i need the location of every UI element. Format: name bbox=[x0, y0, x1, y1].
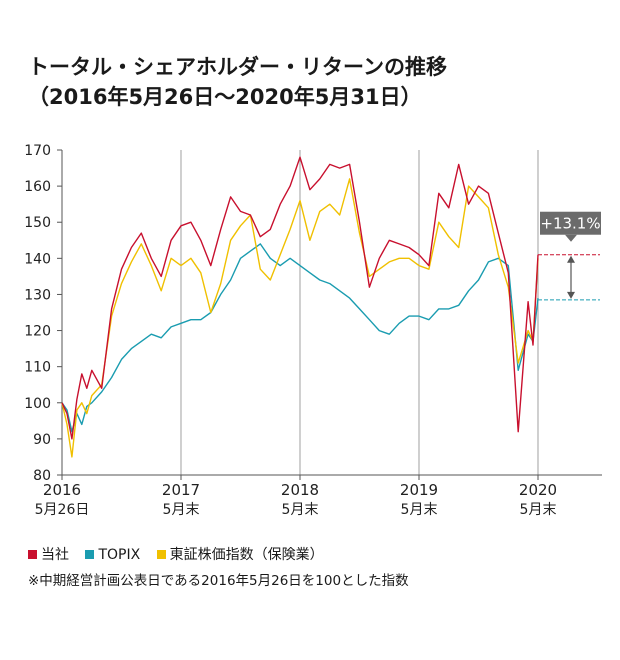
x-tick-year-label: 2017 bbox=[162, 481, 200, 499]
legend-swatch-company bbox=[28, 550, 37, 559]
title-line-2: （2016年5月26日～2020年5月31日） bbox=[28, 85, 422, 109]
y-tick-label: 90 bbox=[33, 432, 51, 448]
annotation-label-pointer bbox=[565, 234, 577, 242]
y-tick-label: 100 bbox=[24, 396, 51, 412]
x-tick-date-label: 5月末 bbox=[401, 502, 438, 518]
y-tick-label: 130 bbox=[24, 287, 51, 303]
x-tick-date-label: 5月末 bbox=[282, 502, 319, 518]
annotation-arrow-head-down bbox=[567, 291, 575, 299]
series-line-topix bbox=[61, 243, 539, 433]
annotation-arrow-head-up bbox=[567, 255, 575, 263]
title-line-1: トータル・シェアホルダー・リターンの推移 bbox=[28, 55, 447, 79]
y-tick-label: 80 bbox=[33, 468, 51, 484]
legend-item-topix: TOPIX bbox=[85, 545, 140, 565]
y-tick-label: 120 bbox=[24, 324, 51, 340]
series-line-company bbox=[61, 156, 539, 440]
legend-swatch-topix bbox=[85, 550, 95, 559]
legend-label-company: 当社 bbox=[41, 547, 69, 563]
series-line-insurance bbox=[61, 178, 539, 458]
chart-title: トータル・シェアホルダー・リターンの推移 （2016年5月26日～2020年5月… bbox=[28, 52, 598, 112]
x-tick-year-label: 2018 bbox=[281, 481, 319, 499]
x-tick-year-label: 2016 bbox=[43, 481, 81, 499]
annotation-label-box bbox=[540, 211, 601, 235]
legend-item-company: 当社 bbox=[28, 545, 69, 565]
x-tick-year-label: 2020 bbox=[519, 481, 557, 499]
annotation-label: +13.1% bbox=[540, 215, 600, 233]
x-tick-year-label: 2019 bbox=[400, 481, 438, 499]
y-tick-label: 150 bbox=[24, 215, 51, 231]
legend-swatch-insurance bbox=[156, 550, 166, 559]
y-tick-label: 110 bbox=[24, 360, 51, 376]
x-tick-date-label: 5月末 bbox=[520, 502, 557, 518]
y-tick-label: 140 bbox=[24, 251, 51, 267]
y-tick-label: 160 bbox=[24, 179, 51, 195]
x-tick-date-label: 5月末 bbox=[163, 502, 200, 518]
legend-item-insurance: 東証株価指数（保険業） bbox=[156, 545, 324, 565]
legend-label-topix: TOPIX bbox=[98, 547, 141, 563]
footnote: ※中期経営計画公表日である2016年5月26日を100とした指数 bbox=[28, 573, 409, 589]
y-tick-label: 170 bbox=[24, 143, 51, 159]
legend-label-insurance: 東証株価指数（保険業） bbox=[169, 547, 324, 563]
x-tick-date-label: 5月26日 bbox=[35, 502, 90, 518]
legend: 当社 TOPIX 東証株価指数（保険業） bbox=[28, 545, 336, 565]
